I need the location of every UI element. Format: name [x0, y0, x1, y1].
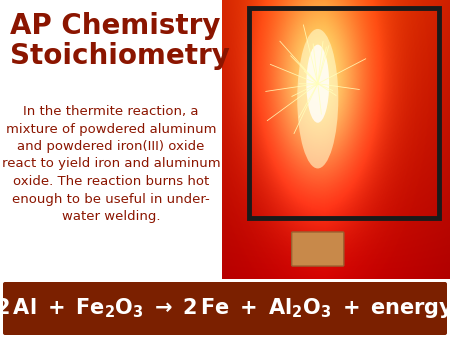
FancyBboxPatch shape: [3, 282, 447, 335]
Bar: [249, 8, 439, 218]
Text: Stoichiometry: Stoichiometry: [10, 42, 230, 70]
Text: $\bf{2\,Al\ +\ Fe_2O_3\ \rightarrow\ 2\,Fe\ +\ Al_2O_3\ +\ energy}$: $\bf{2\,Al\ +\ Fe_2O_3\ \rightarrow\ 2\,…: [0, 296, 450, 320]
Ellipse shape: [297, 29, 338, 168]
Text: In the thermite reaction, a
mixture of powdered aluminum
and powdered iron(III) : In the thermite reaction, a mixture of p…: [2, 105, 220, 223]
Text: AP Chemistry: AP Chemistry: [10, 12, 220, 40]
FancyBboxPatch shape: [292, 232, 344, 266]
Ellipse shape: [306, 45, 329, 123]
